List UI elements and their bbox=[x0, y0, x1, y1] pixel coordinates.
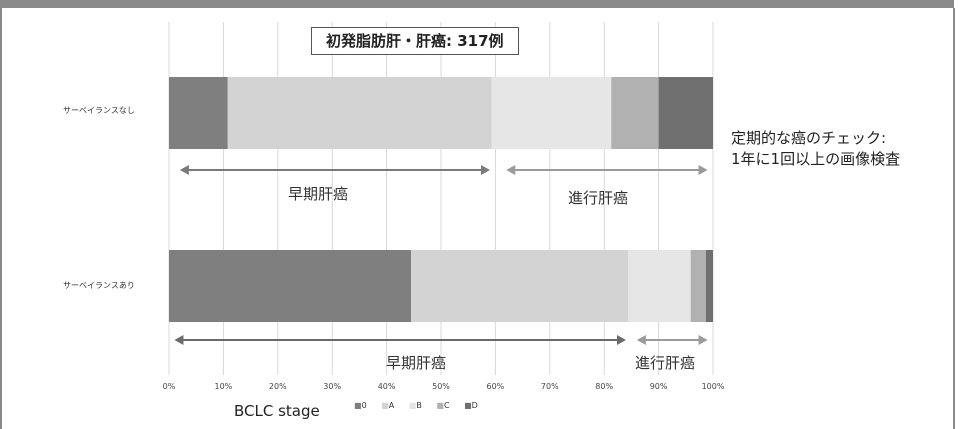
bar-segment bbox=[169, 77, 228, 149]
x-tick-label: 80% bbox=[595, 382, 613, 391]
arrow-left-head bbox=[636, 335, 646, 345]
x-tick-label: 50% bbox=[432, 382, 450, 391]
legend-item-b: ■B bbox=[408, 401, 422, 410]
side-note-line-1: 定期的な癌のチェック: bbox=[731, 129, 887, 147]
top-border bbox=[0, 0, 954, 8]
side-note-line-2: 1年に1回以上の画像検査 bbox=[731, 150, 901, 168]
arrow-left-head bbox=[179, 165, 189, 175]
bar-segment bbox=[491, 77, 612, 149]
category-label-surveillance: サーベイランスあり bbox=[63, 281, 135, 290]
x-tick-label: 90% bbox=[650, 382, 668, 391]
x-tick-label: 40% bbox=[378, 382, 396, 391]
x-axis-label: BCLC stage bbox=[234, 402, 320, 420]
bar-segment bbox=[411, 250, 629, 322]
bar-segment bbox=[227, 77, 492, 149]
arrow-right-head bbox=[616, 335, 626, 345]
arrow-right-head bbox=[480, 165, 490, 175]
bar-segment bbox=[169, 250, 412, 322]
arrow-left-head bbox=[174, 335, 184, 345]
x-tick-label: 30% bbox=[323, 382, 341, 391]
legend-item-a: ■A bbox=[381, 401, 395, 410]
arrow-left-head bbox=[506, 165, 516, 175]
x-tick-label: 60% bbox=[487, 382, 505, 391]
bar-segment bbox=[611, 77, 659, 149]
bar-segment bbox=[628, 250, 691, 322]
advanced-hcc-label-top: 進行肝癌 bbox=[568, 189, 629, 207]
legend-item-c: ■C bbox=[436, 401, 450, 410]
category-label-no-surveillance: サーベイランスなし bbox=[63, 106, 135, 115]
arrow-right-head bbox=[698, 165, 708, 175]
side-note: 定期的な癌のチェック: 1年に1回以上の画像検査 bbox=[731, 128, 900, 170]
arrow-right-head bbox=[698, 335, 708, 345]
bar-segment bbox=[658, 77, 713, 149]
right-border bbox=[953, 8, 955, 429]
advanced-hcc-label-bottom: 進行肝癌 bbox=[635, 354, 696, 372]
early-hcc-label-top: 早期肝癌 bbox=[288, 185, 349, 203]
bar-segment bbox=[690, 250, 706, 322]
x-tick-label: 100% bbox=[702, 382, 725, 391]
legend: ■0 ■A ■B ■C ■D bbox=[354, 401, 490, 410]
x-tick-label: 70% bbox=[541, 382, 559, 391]
early-hcc-label-bottom: 早期肝癌 bbox=[386, 354, 447, 372]
legend-item-0: ■0 bbox=[354, 401, 367, 410]
left-border bbox=[0, 8, 2, 429]
x-tick-label: 0% bbox=[163, 382, 176, 391]
x-tick-label: 20% bbox=[269, 382, 287, 391]
bar-segment bbox=[705, 250, 713, 322]
x-tick-label: 10% bbox=[215, 382, 233, 391]
legend-item-d: ■D bbox=[464, 401, 478, 410]
chart-title: 初発脂肪肝・肝癌: 317例 bbox=[311, 27, 519, 55]
